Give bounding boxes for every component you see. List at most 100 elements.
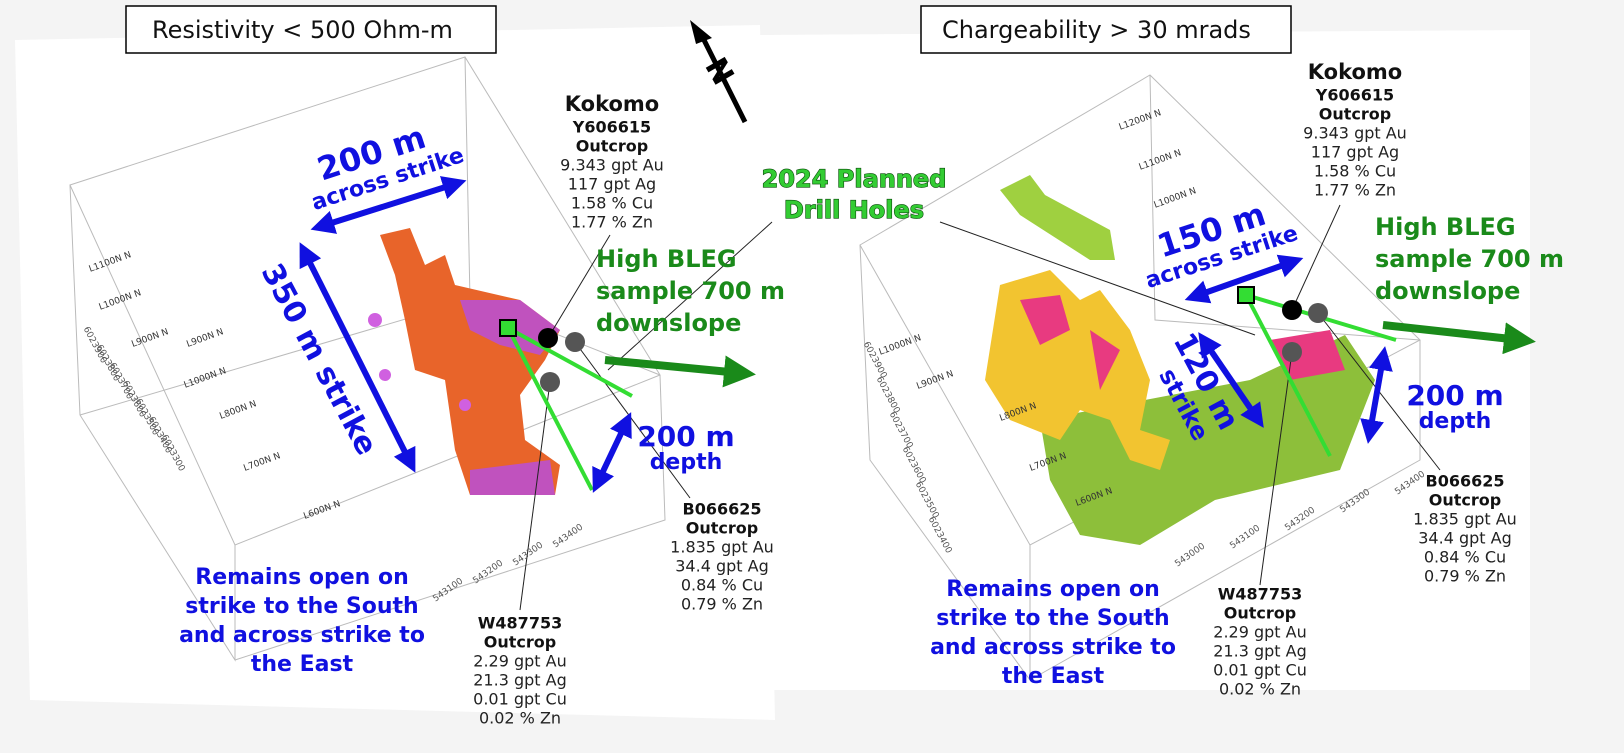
- sample-point: [1282, 342, 1302, 362]
- arrows: [299, 20, 1536, 493]
- sample-assay: 0.84 % Cu: [681, 576, 763, 595]
- sample-assay: 0.02 % Zn: [1219, 680, 1301, 699]
- sample-assay: 1.58 % Cu: [1314, 162, 1396, 181]
- sample-header: Outcrop: [484, 633, 556, 652]
- sample-assay: 1.835 gpt Au: [670, 538, 774, 557]
- bleg-label: downslope: [1375, 277, 1520, 305]
- sample-assay: 0.02 % Zn: [479, 709, 561, 728]
- sample-header: W487753: [478, 614, 562, 633]
- open-label: strike to the South: [185, 594, 418, 619]
- sample-assay: 0.01 gpt Cu: [1213, 661, 1307, 680]
- sample-assay: 0.79 % Zn: [1424, 567, 1506, 586]
- sample-header: Kokomo: [1308, 60, 1402, 84]
- drill-holes-label: 2024 Planned: [762, 165, 947, 193]
- title-box: [125, 5, 497, 54]
- right-model: [859, 74, 1421, 682]
- open-label: Remains open on: [195, 565, 408, 590]
- chargeability-body-north: [1000, 175, 1115, 260]
- sample-header: Outcrop: [1429, 491, 1501, 510]
- open-label: Remains open on: [946, 577, 1159, 602]
- dimension-arrow: [1198, 332, 1264, 428]
- bleg-label: sample 700 m: [1375, 245, 1564, 273]
- dimension-arrow: [592, 412, 632, 493]
- dimension-arrow: [1184, 254, 1304, 304]
- drill-holes-label: Drill Holes: [784, 196, 924, 224]
- leaders: [519, 204, 1441, 611]
- sample-header: Outcrop: [686, 519, 758, 538]
- bleg-label: High BLEG: [1375, 213, 1516, 241]
- sample-assay: 1.58 % Cu: [571, 194, 653, 213]
- drill-collar: [1237, 286, 1255, 304]
- sample-assay: 2.29 gpt Au: [1213, 623, 1306, 642]
- bleg-arrow: [1382, 321, 1536, 355]
- sample-point: [540, 372, 560, 392]
- chargeability-high: [1020, 295, 1345, 390]
- sample-assay: 9.343 gpt Au: [1303, 124, 1407, 143]
- leader-line: [1259, 351, 1293, 586]
- open-label: and across strike to: [179, 623, 425, 648]
- sample-point: [565, 332, 585, 352]
- open-label: and across strike to: [930, 635, 1176, 660]
- sample-assay: 1.77 % Zn: [571, 213, 653, 232]
- sample-assay: 9.343 gpt Au: [560, 156, 664, 175]
- leader-line: [607, 221, 773, 371]
- sample-assay: 1.77 % Zn: [1314, 181, 1396, 200]
- sample-header: B066625: [1426, 472, 1505, 491]
- drill-hole: [1244, 294, 1332, 457]
- sample-assay: 21.3 gpt Ag: [473, 671, 566, 690]
- sample-assay: 21.3 gpt Ag: [1213, 642, 1306, 661]
- bleg-arrow: [604, 355, 756, 388]
- bleg-label: downslope: [596, 309, 741, 337]
- sample-assay: 0.79 % Zn: [681, 595, 763, 614]
- leader-line: [519, 381, 551, 611]
- title-box: [920, 5, 1292, 54]
- sample-assay: 0.01 gpt Cu: [473, 690, 567, 709]
- sample-header: Y606615: [572, 118, 651, 137]
- sample-assay: 34.4 gpt Ag: [1418, 529, 1511, 548]
- sample-header: Outcrop: [1319, 105, 1391, 124]
- sample-header: Outcrop: [576, 137, 648, 156]
- sample-header: B066625: [683, 500, 762, 519]
- sample-assay: 1.835 gpt Au: [1413, 510, 1517, 529]
- bleg-label: sample 700 m: [596, 277, 785, 305]
- sample-header: Y606615: [1315, 86, 1394, 105]
- dimension-label: 200 m: [637, 420, 734, 453]
- open-label: the East: [1002, 664, 1105, 689]
- leader-line: [939, 221, 1256, 336]
- sample-assay: 34.4 gpt Ag: [675, 557, 768, 576]
- sample-assay: 0.84 % Cu: [1424, 548, 1506, 567]
- sample-header: W487753: [1218, 585, 1302, 604]
- panel-title: Chargeability > 30 mrads: [942, 16, 1251, 44]
- open-label: the East: [251, 652, 354, 677]
- dimension-label: 200 m: [1406, 379, 1503, 412]
- dimension-arrow: [1360, 346, 1393, 444]
- drill-hole: [507, 326, 633, 398]
- leader-line: [574, 341, 691, 499]
- north-arrow-head: [690, 20, 712, 44]
- sample-assay: 117 gpt Ag: [1311, 143, 1399, 162]
- open-label: strike to the South: [936, 606, 1169, 631]
- panel-title: Resistivity < 500 Ohm-m: [152, 16, 453, 44]
- sample-assay: 2.29 gpt Au: [473, 652, 566, 671]
- low-spot: [459, 399, 471, 411]
- sample-assay: 117 gpt Ag: [568, 175, 656, 194]
- model-box: [859, 74, 1421, 682]
- resistivity-core: [460, 300, 560, 495]
- low-spot: [379, 369, 391, 381]
- sample-point: [538, 328, 558, 348]
- sample-header: Kokomo: [565, 92, 659, 116]
- panel-right: [755, 30, 1530, 690]
- dimension-arrow: [299, 242, 416, 473]
- resistivity-body: [380, 228, 560, 495]
- bleg-label: High BLEG: [596, 245, 737, 273]
- dimension-label: depth: [650, 450, 723, 475]
- chargeability-base: [1040, 335, 1375, 545]
- drill-hole: [506, 327, 594, 491]
- sample-point: [1308, 303, 1328, 323]
- drill-collar: [499, 319, 517, 337]
- north-arrow: [697, 30, 748, 124]
- leader-line: [547, 234, 611, 339]
- sample-header: Outcrop: [1224, 604, 1296, 623]
- sample-point: [1282, 300, 1302, 320]
